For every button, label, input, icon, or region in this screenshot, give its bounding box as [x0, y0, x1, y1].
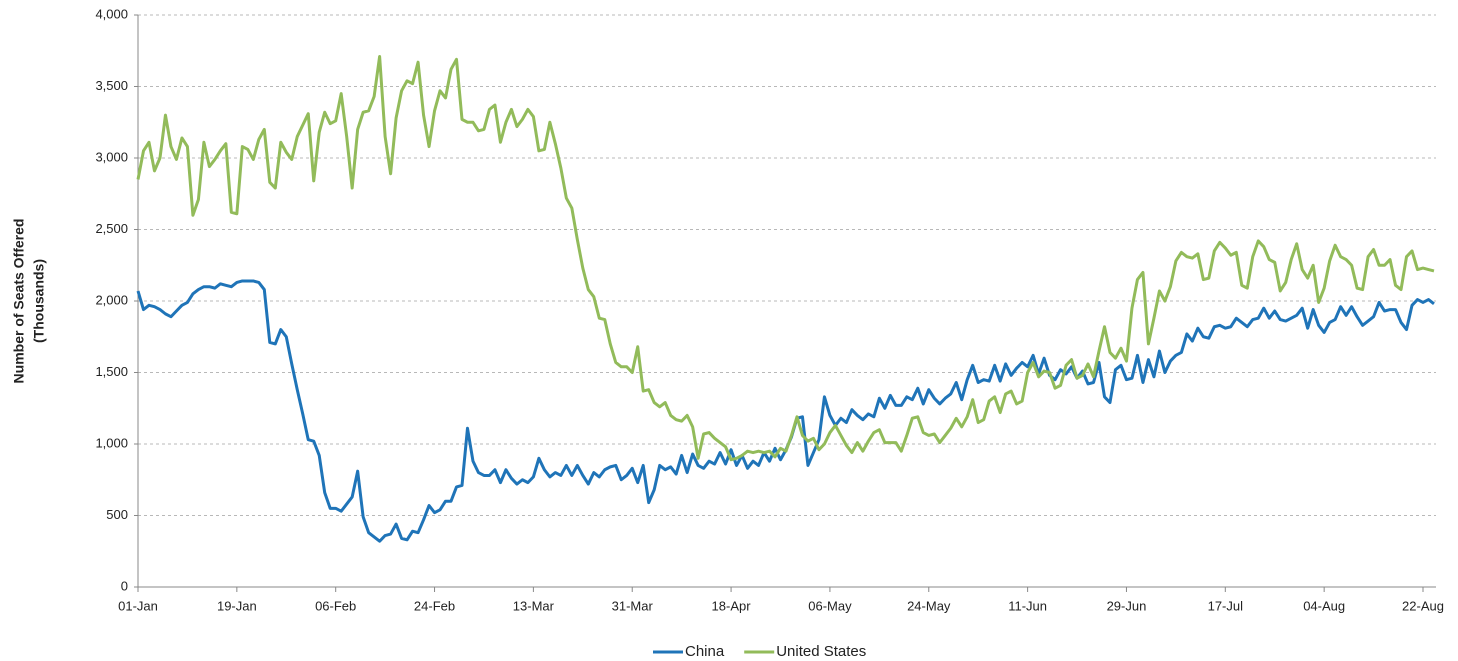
y-tick-label: 1,000	[95, 435, 128, 450]
line-series	[136, 279, 1435, 543]
x-tick-label: 24-May	[907, 598, 951, 613]
x-tick-label: 13-Mar	[513, 598, 555, 613]
x-tick-label: 24-Feb	[414, 598, 455, 613]
x-tick-label: 06-May	[808, 598, 852, 613]
y-tick-label: 0	[121, 578, 128, 593]
line-series	[136, 54, 1435, 462]
x-tick-label: 17-Jul	[1208, 598, 1244, 613]
x-tick-label: 22-Aug	[1402, 598, 1444, 613]
y-tick-label: 3,000	[95, 149, 128, 164]
legend-label: China	[685, 643, 725, 660]
x-tick-label: 18-Apr	[712, 598, 752, 613]
x-tick-label: 06-Feb	[315, 598, 356, 613]
y-axis-title: Number of Seats Offered	[11, 219, 27, 384]
y-tick-label: 3,500	[95, 78, 128, 93]
y-axis-title: (Thousands)	[31, 259, 47, 343]
y-tick-label: 4,000	[95, 6, 128, 21]
y-tick-label: 500	[106, 507, 128, 522]
y-tick-label: 1,500	[95, 364, 128, 379]
x-tick-label: 29-Jun	[1107, 598, 1147, 613]
x-tick-label: 04-Aug	[1303, 598, 1345, 613]
x-tick-label: 01-Jan	[118, 598, 158, 613]
y-tick-label: 2,000	[95, 292, 128, 307]
y-tick-label: 2,500	[95, 221, 128, 236]
legend-label: United States	[776, 643, 866, 660]
x-tick-label: 31-Mar	[612, 598, 654, 613]
x-tick-label: 19-Jan	[217, 598, 257, 613]
x-tick-label: 11-Jun	[1008, 598, 1047, 613]
